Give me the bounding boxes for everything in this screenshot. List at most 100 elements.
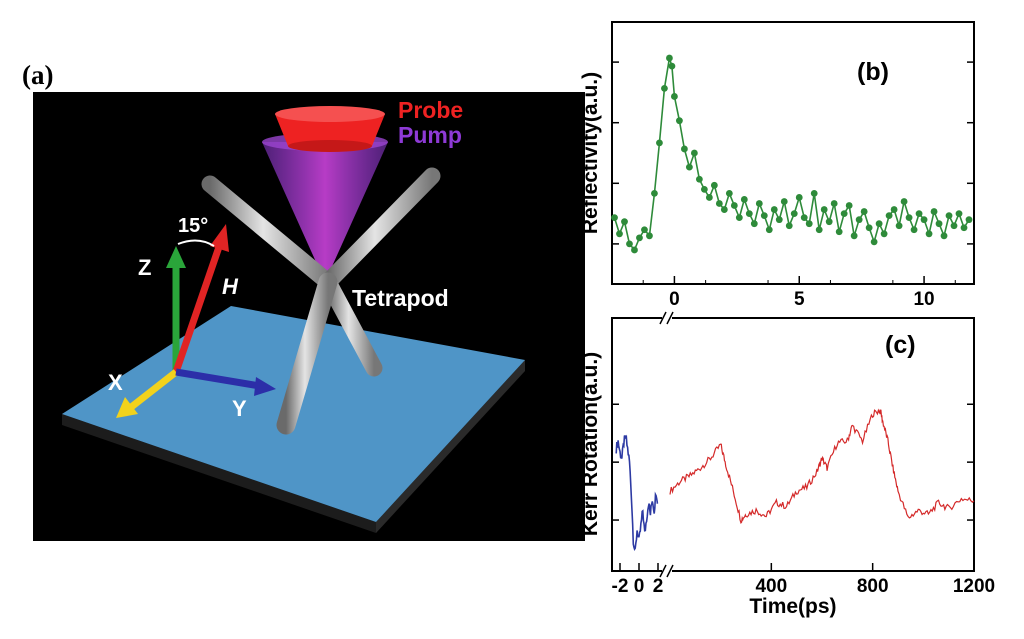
- reflectivity-point: [965, 216, 973, 224]
- reflectivity-point: [940, 232, 948, 240]
- probe-beam: [275, 114, 385, 146]
- reflectivity-point: [641, 226, 648, 234]
- reflectivity-point: [668, 62, 676, 70]
- reflectivity-point: [820, 206, 828, 213]
- reflectivity-point: [950, 222, 958, 230]
- reflectivity-point: [890, 206, 898, 213]
- tetrapod-rod-front: [276, 272, 338, 435]
- z-axis-arrowhead: [166, 246, 186, 268]
- reflectivity-point: [715, 200, 723, 207]
- reflectivity-point: [930, 208, 938, 215]
- reflectivity-point: [631, 246, 638, 254]
- reflectivity-point: [830, 200, 838, 207]
- chart-c-xtick-label: 800: [857, 576, 889, 597]
- h-axis-label: H: [222, 274, 239, 299]
- reflectivity-point: [676, 117, 683, 125]
- x-axis-arrowhead: [116, 397, 138, 418]
- probe-beam-bottom: [288, 140, 372, 152]
- kerr-series-blue: [615, 434, 659, 551]
- x-axis-arrow: [127, 369, 179, 411]
- kerr-series-red: [669, 408, 975, 524]
- reflectivity-point: [780, 198, 788, 205]
- h-axis-arrowhead: [210, 224, 229, 252]
- reflectivity-point: [636, 234, 643, 242]
- chart-b-frame: [611, 21, 975, 285]
- reflectivity-point: [730, 202, 738, 209]
- panel-a-label: (a): [22, 60, 54, 90]
- reflectivity-point: [825, 218, 833, 226]
- reflectivity-point: [611, 214, 618, 222]
- reflectivity-point: [725, 190, 733, 197]
- reflectivity-point: [745, 210, 753, 218]
- reflectivity-point: [800, 214, 808, 222]
- chart-b-panel-label: (b): [857, 58, 889, 86]
- reflectivity-point: [705, 194, 713, 201]
- reflectivity-point: [855, 216, 863, 224]
- reflectivity-point: [870, 238, 878, 246]
- reflectivity-point: [910, 226, 918, 234]
- y-axis-arrow: [175, 368, 261, 390]
- reflectivity-point: [646, 232, 653, 240]
- reflectivity-point: [935, 220, 943, 228]
- axis-break-marks: [659, 310, 674, 579]
- substrate-side-right: [376, 360, 525, 533]
- tetrapod-rod-back-right: [319, 167, 441, 291]
- h-axis-arrow: [172, 242, 224, 374]
- reflectivity-point: [700, 185, 708, 193]
- reflectivity-point: [810, 190, 818, 197]
- reflectivity-point: [760, 212, 768, 220]
- reflectivity-point: [905, 214, 913, 222]
- reflectivity-point: [785, 222, 793, 230]
- chart-c-xtick-label: 2: [653, 576, 664, 597]
- reflectivity-point: [960, 224, 968, 232]
- chart-c-xtick-label: 400: [755, 576, 787, 597]
- reflectivity-point: [765, 226, 773, 234]
- reflectivity-point: [740, 196, 748, 203]
- chart-c-xtick-label: -2: [612, 576, 629, 597]
- y-axis-arrowhead: [254, 377, 276, 396]
- reflectivity-point: [865, 224, 873, 232]
- reflectivity-point: [805, 220, 813, 228]
- reflectivity-point: [616, 230, 623, 238]
- tetrapod-label: Tetrapod: [352, 285, 449, 311]
- tetrapod-rod-right-leg: [319, 273, 383, 377]
- x-axis-label: X: [108, 370, 123, 395]
- tetrapod-rod-back-left: [201, 175, 337, 291]
- angle-label: 15°: [178, 215, 208, 237]
- reflectivity-point: [885, 212, 893, 220]
- y-axis-label: Y: [232, 396, 247, 421]
- pump-label: Pump: [398, 122, 462, 148]
- reflectivity-point: [710, 181, 718, 189]
- reflectivity-point: [681, 145, 688, 153]
- reflectivity-point: [925, 230, 933, 238]
- reflectivity-point: [685, 163, 693, 171]
- reflectivity-point: [626, 240, 633, 248]
- reflectivity-point: [920, 216, 928, 224]
- chart-b-ylabel: Reflectivity(a.u.): [579, 72, 602, 234]
- z-axis-label: Z: [138, 255, 151, 280]
- reflectivity-point: [690, 149, 698, 157]
- chart-c-xtick-label: 1200: [953, 576, 995, 597]
- reflectivity-point: [875, 220, 883, 228]
- chart-c-panel-label: (c): [885, 331, 916, 359]
- probe-beam-top: [275, 106, 385, 122]
- reflectivity-point: [860, 208, 868, 215]
- reflectivity-point: [671, 93, 678, 100]
- reflectivity-point: [720, 206, 728, 213]
- reflectivity-point: [850, 232, 858, 240]
- reflectivity-point: [661, 84, 668, 92]
- angle-arc: [177, 239, 215, 247]
- chart-b-xtick-label: 10: [913, 289, 934, 310]
- pump-beam: [262, 142, 388, 282]
- reflectivity-point: [845, 202, 853, 209]
- chart-c-xtick-label: 0: [634, 576, 645, 597]
- substrate-side: [62, 414, 376, 533]
- reflectivity-point: [795, 194, 803, 201]
- chart-b-xtick-label: 5: [794, 289, 805, 310]
- reflectivity-point: [840, 210, 848, 218]
- reflectivity-point: [955, 210, 963, 218]
- reflectivity-point: [651, 190, 658, 197]
- reflectivity-point: [666, 54, 673, 62]
